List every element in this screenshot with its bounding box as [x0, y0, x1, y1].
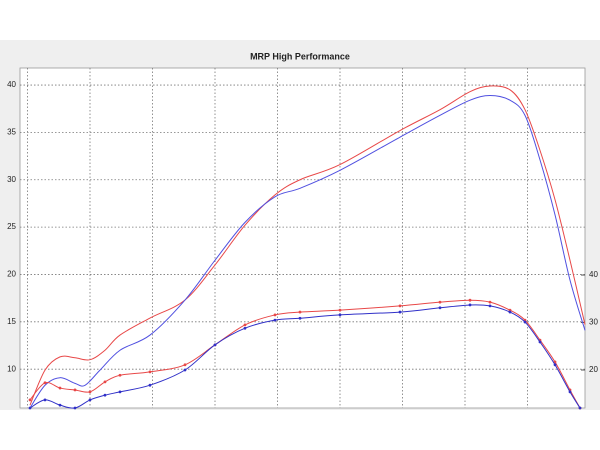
- point: [538, 340, 542, 344]
- y-tick-label: 15: [7, 317, 16, 326]
- line: [29, 85, 586, 406]
- point: [243, 326, 247, 330]
- point: [398, 304, 402, 308]
- point: [338, 313, 342, 317]
- point: [28, 406, 32, 410]
- y-tick-label: 20: [7, 270, 16, 279]
- point: [338, 308, 342, 312]
- point: [298, 316, 302, 320]
- point: [568, 390, 572, 394]
- y-tick-label: 35: [7, 128, 16, 137]
- point: [88, 390, 92, 394]
- y-tick-label: 10: [7, 364, 16, 373]
- point: [103, 380, 107, 384]
- point: [88, 398, 92, 402]
- point: [73, 406, 77, 410]
- point: [183, 363, 187, 367]
- point: [213, 343, 217, 347]
- point: [73, 388, 77, 392]
- y2-tick-label: 20: [589, 365, 598, 374]
- plot: [28, 85, 586, 410]
- point: [438, 300, 442, 304]
- chart-title: MRP High Performance: [250, 51, 350, 61]
- point: [148, 383, 152, 387]
- y-tick-label: 30: [7, 175, 16, 184]
- point: [523, 320, 527, 324]
- point: [43, 398, 47, 402]
- point: [488, 300, 492, 304]
- point: [438, 306, 442, 310]
- point: [183, 368, 187, 372]
- y2-tick-label: 30: [589, 318, 598, 327]
- point: [43, 381, 47, 385]
- y-tick-label: 40: [7, 80, 16, 89]
- point: [468, 298, 472, 302]
- point: [58, 386, 62, 390]
- point: [118, 373, 122, 377]
- point: [148, 370, 152, 374]
- point: [118, 390, 122, 394]
- y-tick-label: 25: [7, 222, 16, 231]
- point: [273, 318, 277, 322]
- point: [488, 304, 492, 308]
- point: [243, 323, 247, 327]
- point: [553, 363, 557, 367]
- point: [398, 310, 402, 314]
- point: [578, 406, 582, 410]
- point: [553, 360, 557, 364]
- point: [508, 310, 512, 314]
- point: [273, 313, 277, 317]
- point: [28, 398, 32, 402]
- grid: 10 15 20 25 30 35 40 20 30 40: [7, 68, 598, 408]
- point: [468, 303, 472, 307]
- line: [29, 94, 586, 409]
- plot-area: [19, 67, 586, 409]
- y2-tick-label: 40: [589, 270, 598, 279]
- point: [58, 403, 62, 407]
- point: [298, 310, 302, 314]
- point: [103, 393, 107, 397]
